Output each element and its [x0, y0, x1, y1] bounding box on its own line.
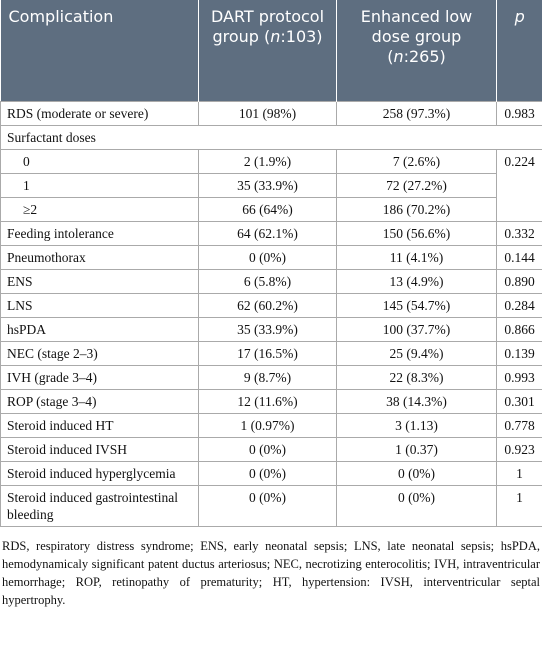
page: Complication DART protocol group (n:103) E…: [0, 0, 542, 607]
row-label: Steroid induced gastrointestinal bleedin…: [0, 485, 199, 527]
table-row: Steroid induced HT 1 (0.97%) 3 (1.13) 0.778: [0, 413, 542, 438]
cell: 0.332: [496, 221, 542, 246]
cell: 6 (5.8%): [198, 269, 337, 294]
cell: 62 (60.2%): [198, 293, 337, 318]
table-row: Steroid induced hyperglycemia 0 (0%) 0 (0%…: [0, 461, 542, 486]
header-cell: Enhanced low dose group (n:265): [336, 0, 497, 102]
cell: 145 (54.7%): [336, 293, 497, 318]
cell: 0 (0%): [198, 245, 337, 270]
cell: 0 (0%): [198, 461, 337, 486]
p-cell: 0.224: [496, 149, 542, 222]
header-cell: Complication: [0, 0, 199, 102]
cell: 0.993: [496, 365, 542, 390]
cell: 2 (1.9%): [198, 149, 337, 174]
table-row: IVH (grade 3–4) 9 (8.7%) 22 (8.3%) 0.993: [0, 365, 542, 390]
cell: 35 (33.9%): [198, 173, 337, 198]
sub-row: 1 35 (33.9%) 72 (27.2%): [0, 173, 542, 198]
cell: 150 (56.6%): [336, 221, 497, 246]
row-label: hsPDA: [0, 317, 199, 342]
header-cell: p: [496, 0, 542, 102]
row-label: 0: [0, 149, 199, 174]
table-row: RDS (moderate or severe) 101 (98%) 258 (97…: [0, 101, 542, 126]
header-text: n: [393, 47, 404, 66]
cell: 72 (27.2%): [336, 173, 497, 198]
cell: 25 (9.4%): [336, 341, 497, 366]
cell: 64 (62.1%): [198, 221, 337, 246]
cell: 9 (8.7%): [198, 365, 337, 390]
row-label: Pneumothorax: [0, 245, 199, 270]
header-row: Complication DART protocol group (n:103) E…: [0, 0, 542, 102]
footnote: RDS, respiratory distress syndrome; ENS,…: [2, 539, 540, 607]
cell: 38 (14.3%): [336, 389, 497, 414]
cell: 0.866: [496, 317, 542, 342]
row-label: ENS: [0, 269, 199, 294]
cell: 66 (64%): [198, 197, 337, 222]
header-text: :265): [403, 47, 446, 66]
cell: 0.144: [496, 245, 542, 270]
header-text: :103): [280, 27, 323, 46]
cell: 12 (11.6%): [198, 389, 337, 414]
cell: 0 (0%): [336, 461, 497, 486]
row-label: 1: [0, 173, 199, 198]
cell: 0.890: [496, 269, 542, 294]
header-text: Complication: [8, 7, 114, 26]
table-row: Pneumothorax 0 (0%) 11 (4.1%) 0.144: [0, 245, 542, 270]
cell: 0.923: [496, 437, 542, 462]
cell: 3 (1.13): [336, 413, 497, 438]
cell: 13 (4.9%): [336, 269, 497, 294]
cell: 17 (16.5%): [198, 341, 337, 366]
table-row: hsPDA 35 (33.9%) 100 (37.7%) 0.866: [0, 317, 542, 342]
row-label: IVH (grade 3–4): [0, 365, 199, 390]
row-label: LNS: [0, 293, 199, 318]
table-row: NEC (stage 2–3) 17 (16.5%) 25 (9.4%) 0.139: [0, 341, 542, 366]
row-label: Steroid induced IVSH: [0, 437, 199, 462]
cell: 1 (0.97%): [198, 413, 337, 438]
cell: 0.778: [496, 413, 542, 438]
table-row: Feeding intolerance 64 (62.1%) 150 (56.6%)…: [0, 221, 542, 246]
table-row: Steroid induced gastrointestinal bleedin…: [0, 485, 542, 527]
row-label: Steroid induced hyperglycemia: [0, 461, 199, 486]
cell: 258 (97.3%): [336, 101, 497, 126]
row-label: ROP (stage 3–4): [0, 389, 199, 414]
header-text: DART protocol group (: [210, 7, 325, 46]
table-body: RDS (moderate or severe) 101 (98%) 258 (97…: [0, 101, 542, 527]
cell: 1 (0.37): [336, 437, 497, 462]
cell: 0.983: [496, 101, 542, 126]
cell: 22 (8.3%): [336, 365, 497, 390]
table: Complication DART protocol group (n:103) E…: [0, 0, 542, 527]
cell: 1: [496, 461, 542, 486]
cell: 0 (0%): [198, 485, 337, 527]
group-label: Surfactant doses: [0, 125, 542, 150]
row-label: RDS (moderate or severe): [0, 101, 199, 126]
table-row: ROP (stage 3–4) 12 (11.6%) 38 (14.3%) 0.301: [0, 389, 542, 414]
group-row: Surfactant doses: [0, 125, 542, 150]
cell: 7 (2.6%): [336, 149, 497, 174]
cell: 101 (98%): [198, 101, 337, 126]
header-text: n: [270, 27, 281, 46]
table-row: Steroid induced IVSH 0 (0%) 1 (0.37) 0.923: [0, 437, 542, 462]
row-label: Steroid induced HT: [0, 413, 199, 438]
sub-row: ≥2 66 (64%) 186 (70.2%): [0, 197, 542, 222]
cell: 186 (70.2%): [336, 197, 497, 222]
table-row: ENS 6 (5.8%) 13 (4.9%) 0.890: [0, 269, 542, 294]
cell: 0.284: [496, 293, 542, 318]
header-cell: DART protocol group (n:103): [198, 0, 337, 102]
cell: 1: [496, 485, 542, 527]
row-label: Feeding intolerance: [0, 221, 199, 246]
table-row: LNS 62 (60.2%) 145 (54.7%) 0.284: [0, 293, 542, 318]
header-text: p: [514, 7, 525, 26]
cell: 0.139: [496, 341, 542, 366]
header-text: Enhanced low dose group (: [360, 7, 473, 66]
cell: 0 (0%): [198, 437, 337, 462]
cell: 0 (0%): [336, 485, 497, 527]
cell: 100 (37.7%): [336, 317, 497, 342]
row-label: NEC (stage 2–3): [0, 341, 199, 366]
cell: 0.301: [496, 389, 542, 414]
cell: 11 (4.1%): [336, 245, 497, 270]
row-label: ≥2: [0, 197, 199, 222]
cell: 35 (33.9%): [198, 317, 337, 342]
